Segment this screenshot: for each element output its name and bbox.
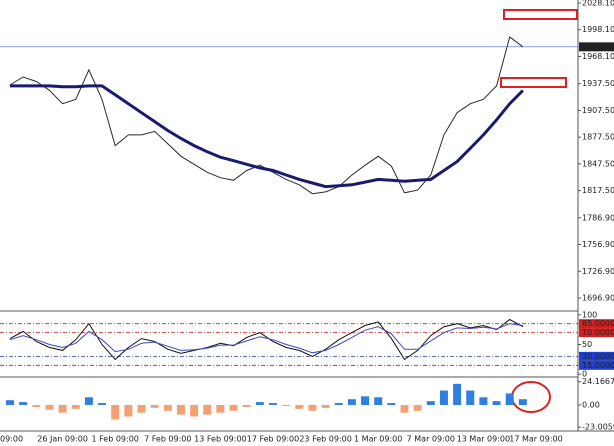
y-tick-label: 0.00 bbox=[582, 400, 600, 409]
bar bbox=[150, 404, 159, 408]
current-price-label: 1978.91 bbox=[582, 42, 614, 51]
bar bbox=[308, 404, 317, 411]
y-tick-label: 1968.10 bbox=[582, 52, 614, 61]
x-tick-label: 7 Feb 09:00 bbox=[144, 435, 191, 444]
bar bbox=[176, 404, 185, 415]
bar bbox=[321, 404, 330, 408]
bar bbox=[45, 404, 54, 410]
bar bbox=[453, 383, 462, 405]
y-tick-label: 100 bbox=[582, 310, 597, 319]
bar bbox=[6, 400, 14, 405]
series-line bbox=[10, 84, 524, 189]
x-tick-label: 23 Feb 09:00 bbox=[299, 435, 351, 444]
highlight-box bbox=[503, 9, 578, 20]
bar bbox=[58, 404, 67, 413]
bar bbox=[492, 401, 501, 405]
bar bbox=[400, 404, 409, 413]
y-tick-label: -23.0059 bbox=[582, 423, 614, 432]
x-tick-label: 17 Mar 09:00 bbox=[509, 435, 562, 444]
y-tick-label: 1937.50 bbox=[582, 79, 614, 88]
x-tick-label: 13 Mar 09:00 bbox=[457, 435, 510, 444]
bar bbox=[479, 397, 488, 405]
bar bbox=[282, 404, 291, 406]
bar bbox=[84, 397, 93, 405]
bar bbox=[439, 390, 448, 405]
y-tick-label: 0 bbox=[582, 370, 587, 379]
y-tick-label: 1696.90 bbox=[582, 293, 614, 302]
x-tick-label: 09:00 bbox=[0, 435, 23, 444]
y-tick-label: 70.0000 bbox=[582, 328, 614, 337]
bar bbox=[361, 396, 370, 405]
y-tick-label: 2028.10 bbox=[582, 0, 614, 8]
bar bbox=[98, 403, 107, 405]
bar bbox=[269, 403, 277, 405]
bar bbox=[466, 390, 475, 405]
y-tick-label: 1786.90 bbox=[582, 213, 614, 222]
y-tick-label: 1877.50 bbox=[582, 133, 614, 142]
current-price-bg bbox=[579, 42, 614, 52]
bar bbox=[137, 404, 146, 413]
series-line bbox=[9, 318, 524, 361]
bar bbox=[505, 393, 514, 405]
bar bbox=[413, 404, 422, 411]
y-tick-label: 1847.50 bbox=[582, 159, 614, 168]
bar bbox=[242, 404, 251, 407]
level-label-bg bbox=[579, 360, 614, 370]
x-tick-label: 7 Mar 09:00 bbox=[407, 435, 455, 444]
y-tick-label: 50 bbox=[582, 340, 592, 349]
bar bbox=[229, 404, 238, 411]
bar bbox=[111, 404, 120, 420]
bar bbox=[190, 404, 199, 417]
y-tick-label: 24.1667 bbox=[582, 377, 614, 386]
y-tick-label: 1907.50 bbox=[582, 106, 614, 115]
x-tick-label: 17 Feb 09:00 bbox=[247, 435, 299, 444]
level-label-bg bbox=[579, 351, 614, 361]
bar bbox=[295, 404, 304, 409]
level-label-bg bbox=[579, 319, 614, 329]
bar bbox=[334, 403, 343, 405]
y-tick-label: 1998.10 bbox=[582, 25, 614, 34]
bar bbox=[216, 404, 225, 413]
x-tick-label: 13 Feb 09:00 bbox=[194, 435, 246, 444]
bar bbox=[203, 404, 212, 415]
y-tick-label: 15.0000 bbox=[582, 361, 614, 370]
x-tick-label: 1 Mar 09:00 bbox=[354, 435, 402, 444]
y-tick-label: 30.0000 bbox=[582, 352, 614, 361]
bar bbox=[163, 404, 172, 411]
x-tick-label: 1 Feb 09:00 bbox=[91, 435, 138, 444]
y-tick-label: 85.0000 bbox=[582, 319, 614, 328]
bar bbox=[426, 401, 435, 405]
series-line bbox=[9, 323, 523, 354]
highlight-box bbox=[500, 77, 567, 88]
bar bbox=[71, 404, 80, 409]
y-tick-label: 1726.90 bbox=[582, 267, 614, 276]
bar bbox=[374, 397, 383, 405]
y-tick-label: 1817.50 bbox=[582, 186, 614, 195]
bar bbox=[124, 404, 133, 417]
bar bbox=[387, 403, 396, 405]
y-tick-label: 1756.90 bbox=[582, 240, 614, 249]
bar bbox=[255, 402, 264, 405]
x-tick-label: 26 Jan 09:00 bbox=[37, 435, 88, 444]
level-label-bg bbox=[579, 328, 614, 338]
bar bbox=[347, 399, 356, 405]
bar bbox=[518, 399, 527, 405]
bar bbox=[19, 402, 28, 405]
bar bbox=[32, 404, 41, 407]
